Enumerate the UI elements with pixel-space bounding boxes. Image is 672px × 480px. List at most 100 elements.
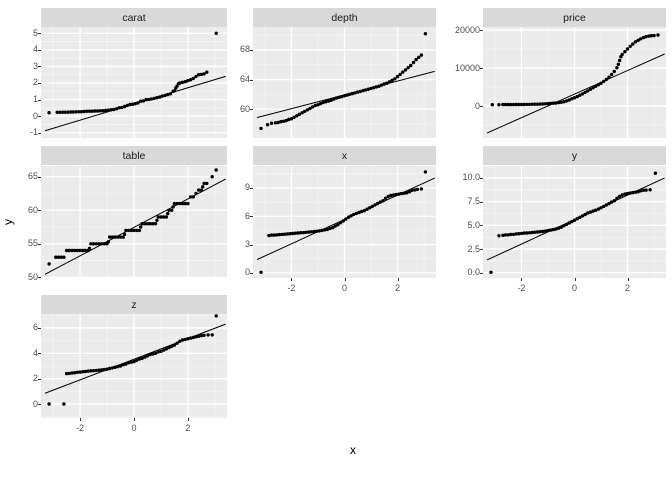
y-tick-mark bbox=[480, 106, 483, 108]
y-tick-mark bbox=[250, 187, 253, 189]
y-tick-mark bbox=[38, 210, 41, 212]
facet-strip-label: y bbox=[571, 149, 578, 162]
grid-minor bbox=[253, 27, 436, 138]
y-tick-mark bbox=[38, 116, 41, 118]
x-tick-mark bbox=[187, 418, 189, 421]
y-tick-mark bbox=[480, 249, 483, 251]
qq-reference-line bbox=[486, 53, 665, 134]
qq-points bbox=[47, 31, 218, 115]
y-tick-mark bbox=[38, 66, 41, 68]
facet-strip: carat bbox=[41, 8, 227, 27]
y-tick-label: 2.5 bbox=[467, 243, 480, 254]
qq-points bbox=[47, 168, 218, 266]
y-tick-mark bbox=[38, 49, 41, 51]
facet-strip: table bbox=[41, 146, 227, 165]
facet-panel-carat bbox=[41, 27, 227, 138]
y-tick-label: 9 bbox=[244, 182, 250, 193]
y-tick-label: 4 bbox=[32, 44, 38, 55]
y-tick-label: 50 bbox=[27, 271, 38, 282]
facet-strip: x bbox=[253, 146, 436, 165]
y-tick-mark bbox=[250, 244, 253, 246]
facet-strip-label: price bbox=[563, 11, 586, 24]
x-tick-mark bbox=[574, 278, 576, 281]
y-tick-mark bbox=[38, 378, 41, 380]
x-tick-mark bbox=[344, 278, 346, 281]
y-tick-label: 2 bbox=[32, 373, 38, 384]
y-tick-label: 0.0 bbox=[467, 267, 480, 278]
facet-strip: z bbox=[41, 295, 227, 314]
x-tick-label: 0 bbox=[341, 283, 347, 293]
facet-strip: y bbox=[483, 146, 666, 165]
y-tick-label: 5 bbox=[32, 27, 38, 38]
x-tick-mark bbox=[291, 278, 293, 281]
y-tick-label: 60 bbox=[27, 204, 38, 215]
qq-points bbox=[259, 170, 428, 274]
y-tick-label: 55 bbox=[27, 238, 38, 249]
facet-strip-label: x bbox=[341, 149, 348, 162]
qq-points bbox=[490, 33, 660, 107]
y-tick-label: 64 bbox=[239, 74, 250, 85]
grid-major bbox=[41, 27, 227, 138]
y-tick-mark bbox=[38, 404, 41, 406]
y-tick-label: 65 bbox=[27, 171, 38, 182]
facet-strip-label: depth bbox=[331, 11, 358, 24]
y-tick-mark bbox=[250, 216, 253, 218]
y-tick-mark bbox=[38, 243, 41, 245]
y-tick-label: -1 bbox=[29, 127, 38, 138]
y-tick-label: 3 bbox=[244, 239, 250, 250]
facet-panel-depth bbox=[253, 27, 436, 138]
facet-strip-label: table bbox=[122, 149, 146, 162]
qq-points bbox=[489, 171, 658, 274]
grid-major bbox=[253, 166, 436, 278]
y-tick-mark bbox=[38, 327, 41, 329]
facet-strip-label: carat bbox=[122, 11, 146, 24]
y-tick-label: 68 bbox=[239, 44, 250, 55]
x-tick-label: 0 bbox=[131, 423, 137, 433]
y-tick-label: 3 bbox=[32, 60, 38, 71]
y-tick-label: 0 bbox=[32, 398, 38, 409]
y-tick-label: 7.5 bbox=[467, 196, 480, 207]
y-tick-label: 10000 bbox=[454, 62, 480, 73]
x-tick-label: 2 bbox=[395, 283, 401, 293]
y-tick-mark bbox=[38, 82, 41, 84]
y-tick-label: 0 bbox=[32, 110, 38, 121]
y-tick-label: 2 bbox=[32, 77, 38, 88]
facet-panel-price bbox=[483, 27, 666, 138]
facet-strip: depth bbox=[253, 8, 436, 27]
y-tick-label: 0 bbox=[474, 100, 480, 111]
y-tick-label: 0 bbox=[244, 267, 250, 278]
facet-strip-label: z bbox=[131, 298, 137, 311]
y-axis-title: y bbox=[1, 219, 15, 225]
grid-major bbox=[41, 314, 227, 418]
y-tick-mark bbox=[250, 49, 253, 51]
y-tick-mark bbox=[480, 68, 483, 70]
qq-points bbox=[47, 314, 218, 406]
qq-points bbox=[259, 32, 428, 131]
y-tick-mark bbox=[480, 225, 483, 227]
facet-panel-z bbox=[41, 314, 227, 418]
y-tick-mark bbox=[38, 99, 41, 101]
y-tick-mark bbox=[250, 272, 253, 274]
facet-panel-y bbox=[483, 166, 666, 278]
y-tick-label: 1 bbox=[32, 94, 38, 105]
facet-strip: price bbox=[483, 8, 666, 27]
y-tick-label: 6 bbox=[244, 210, 250, 221]
y-tick-mark bbox=[38, 33, 41, 35]
y-tick-mark bbox=[38, 176, 41, 178]
y-tick-mark bbox=[38, 277, 41, 279]
y-tick-mark bbox=[38, 132, 41, 134]
grid-major bbox=[253, 27, 436, 138]
x-tick-mark bbox=[627, 278, 629, 281]
y-tick-label: 60 bbox=[239, 103, 250, 114]
grid-major bbox=[483, 166, 666, 278]
x-tick-label: 2 bbox=[625, 283, 631, 293]
y-tick-mark bbox=[250, 79, 253, 81]
y-tick-mark bbox=[38, 353, 41, 355]
x-tick-label: -2 bbox=[517, 283, 526, 293]
x-tick-label: -2 bbox=[287, 283, 296, 293]
x-tick-label: 0 bbox=[571, 283, 577, 293]
x-tick-mark bbox=[134, 418, 135, 421]
y-tick-mark bbox=[480, 177, 483, 179]
y-tick-label: 10.0 bbox=[462, 172, 480, 183]
